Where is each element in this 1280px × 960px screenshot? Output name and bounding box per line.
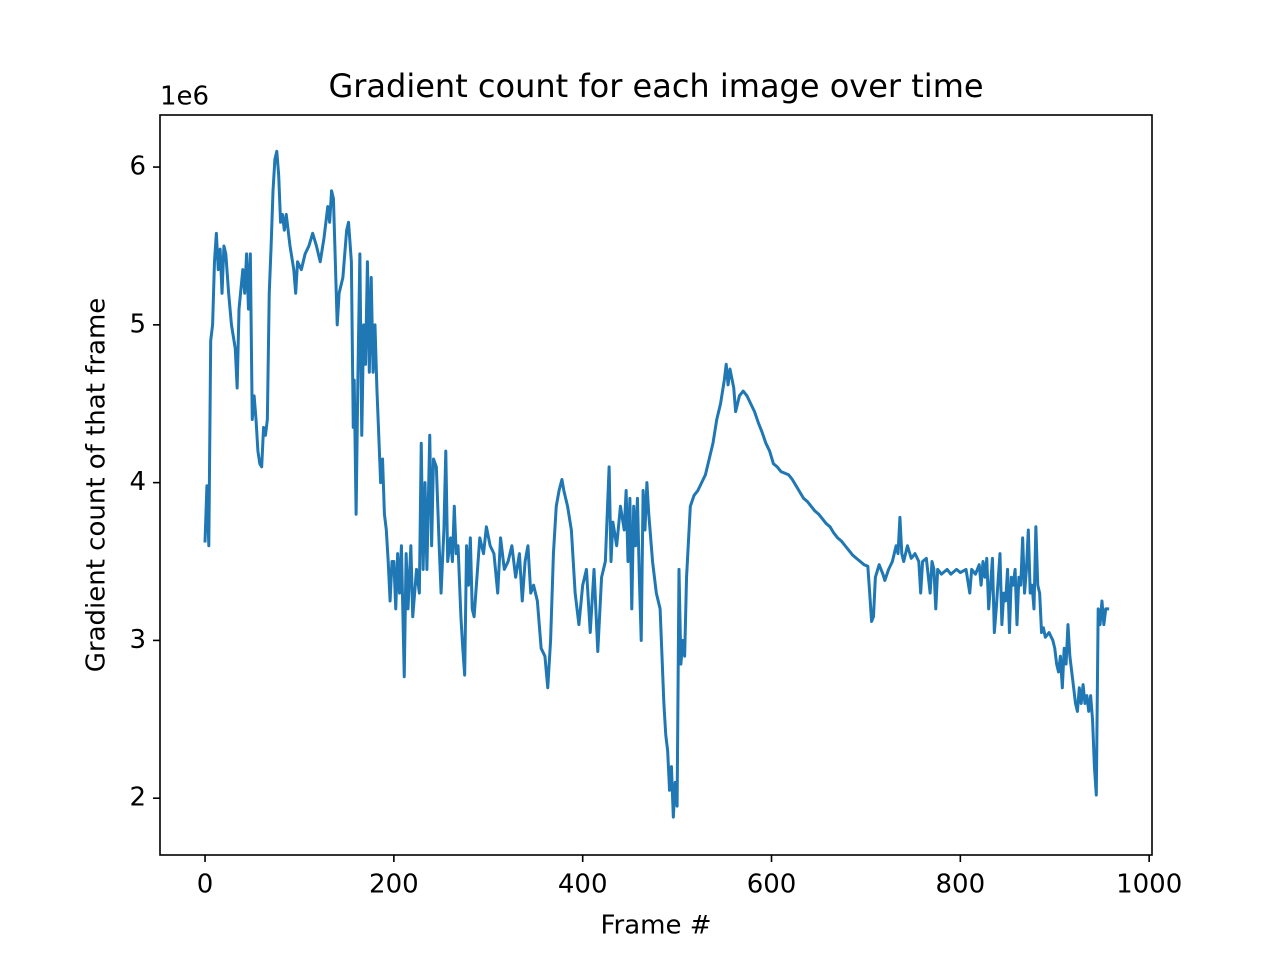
- y-tick-label: 6: [129, 152, 146, 182]
- x-tick-label: 0: [197, 870, 214, 900]
- data-line: [203, 149, 1110, 819]
- x-tick-label: 1000: [1116, 870, 1182, 900]
- x-tick-label: 800: [936, 870, 986, 900]
- chart-title: Gradient count for each image over time: [328, 67, 983, 105]
- x-axis-label: Frame #: [600, 911, 711, 941]
- y-tick-label: 4: [129, 467, 146, 497]
- offset-label: 1e6: [160, 82, 209, 112]
- plot-frame: [159, 114, 1153, 856]
- y-axis-label: Gradient count of that frame: [82, 298, 112, 673]
- y-tick-label: 2: [129, 783, 146, 813]
- y-tick-label: 3: [129, 625, 146, 655]
- x-tick-label: 200: [369, 870, 419, 900]
- x-tick-label: 400: [558, 870, 608, 900]
- x-tick-label: 600: [747, 870, 797, 900]
- y-tick-label: 5: [129, 309, 146, 339]
